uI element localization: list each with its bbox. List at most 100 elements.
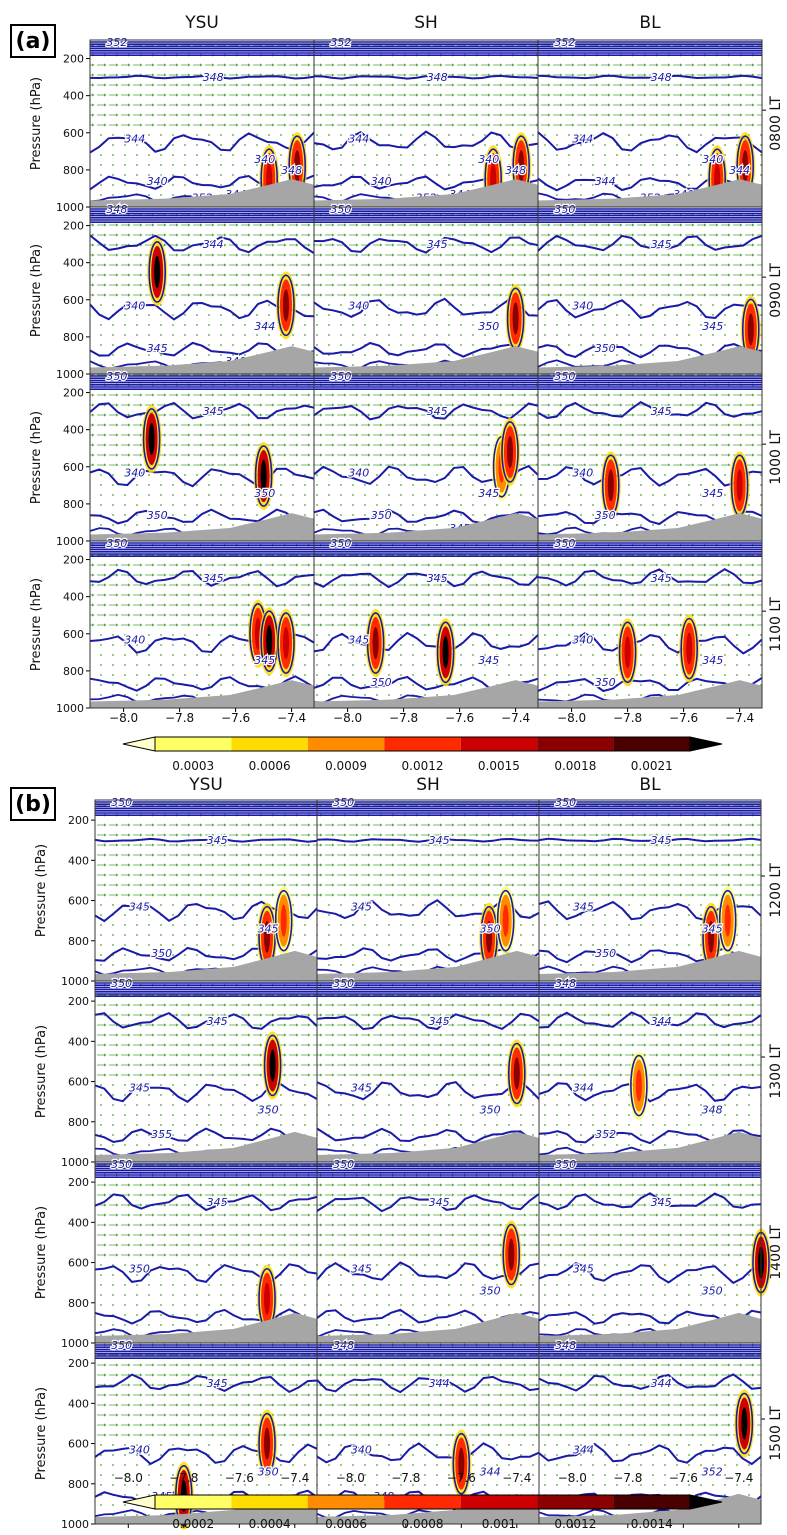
subplot-sh-0: 352348344340340344348352: [313, 35, 539, 214]
isentrope-contour: [316, 837, 540, 843]
wind-vectors-upper: [95, 1162, 317, 1262]
isentrope-contour: [313, 341, 539, 359]
subplot-sh-2: 350 345 345 350: [316, 1157, 540, 1344]
contour-label: 345: [429, 1015, 450, 1028]
isentrope-contour: [630, 1054, 648, 1117]
subplot-sh-1: 350 345 340 350: [313, 202, 539, 375]
isentrope-contour: [537, 401, 763, 419]
isentrope-contour: [502, 1223, 521, 1286]
isentrope-contour: [496, 889, 515, 952]
contour-label: 350: [480, 1104, 501, 1117]
contour-label: 345: [348, 633, 369, 646]
colorbar-segment: [384, 737, 461, 751]
contour-label: 344: [573, 1444, 594, 1457]
time-label: 1000 LT: [768, 430, 784, 485]
contour-label: 350: [330, 537, 351, 550]
contour-label: 348: [281, 164, 302, 177]
isentrope-contour: [94, 1127, 318, 1144]
colorbar-segment: [307, 1495, 385, 1509]
contour-label: 345: [207, 1196, 228, 1209]
isentrope-contour: [538, 1442, 762, 1466]
mixing-ratio-peak: [518, 150, 525, 183]
y-tick-label: 800: [63, 331, 84, 344]
mixing-ratio-peak: [154, 255, 161, 288]
colorbar-segment: [460, 1495, 538, 1509]
colorbar-segment: [613, 1495, 690, 1509]
isentrope-contour: [537, 466, 763, 487]
wind-vectors-upper: [317, 1343, 539, 1443]
contour-label: 352: [595, 1128, 616, 1141]
wind-vectors-upper: [317, 800, 539, 900]
isentrope-contour: [94, 1263, 318, 1284]
colorbar-segment: [231, 1495, 308, 1509]
y-tick-label: 400: [63, 424, 84, 437]
colorbar-segment: [537, 737, 614, 751]
isentrope-contour: [316, 1012, 540, 1031]
contour-label: 345: [351, 901, 372, 914]
x-tick-label: −7.6: [225, 1471, 254, 1485]
y-tick-label: 1000: [56, 535, 84, 548]
contour-label: 350: [478, 320, 499, 333]
subplot-bl-2: 350 345 345 350: [538, 1157, 771, 1344]
contour-label: 352: [702, 1466, 723, 1479]
terrain: [90, 513, 314, 541]
x-tick-label: −7.6: [669, 1471, 698, 1485]
contour-label: 344: [429, 1377, 450, 1390]
colorbar-segment: [307, 737, 385, 751]
contour-label: 345: [478, 487, 499, 500]
contour-label: 350: [111, 1158, 132, 1171]
terrain: [95, 1493, 317, 1524]
panel-0: YSU SH BL Pressure (hPa) 200 400 600 800 1000 080…: [29, 13, 784, 773]
mixing-ratio-peak: [264, 1282, 271, 1315]
subplot-bl-0: 352348344340344340344352: [537, 35, 763, 214]
wind-vectors-upper: [539, 800, 761, 900]
contour-label: 345: [427, 405, 448, 418]
isentrope-contour: [94, 837, 318, 843]
isentrope-contour: [277, 612, 295, 674]
y-tick-label: 600: [68, 1257, 89, 1270]
column-title-sh: SH: [416, 775, 440, 795]
contour-label: 340: [124, 466, 145, 479]
subplot-ysu-2: 350 345 340 350 350: [89, 369, 315, 542]
isentrope-contour: [537, 568, 763, 587]
isentrope-contour: [601, 454, 620, 517]
contour-label: 350: [151, 947, 172, 960]
contour-label: 345: [207, 1377, 228, 1390]
y-tick-label: 400: [63, 90, 84, 103]
contour-label: 348: [555, 1339, 576, 1352]
mixing-ratio-peak: [724, 904, 731, 937]
contour-label: 344: [124, 132, 145, 145]
x-tick-label: −7.6: [669, 711, 698, 725]
y-tick-label: 800: [68, 1297, 89, 1310]
isentrope-contour: [263, 1034, 282, 1097]
contour-label: 348: [333, 1339, 354, 1352]
y-tick-label: 400: [63, 257, 84, 270]
subplot-bl-2: 350 345 340 345 350: [537, 369, 763, 542]
wind-vectors-upper: [95, 1343, 317, 1443]
colorbar-segment: [537, 1495, 614, 1509]
contour-label: 345: [651, 1196, 672, 1209]
isentrope-contour: [316, 1080, 540, 1101]
mixing-ratio-peak: [502, 904, 509, 937]
colorbar-frame: [154, 1494, 691, 1510]
contour-label: 345: [429, 1196, 450, 1209]
isentrope-contour: [718, 889, 737, 952]
y-tick-label: 600: [68, 895, 89, 908]
colorbar-segment: [231, 737, 308, 751]
isentrope-contour: [313, 508, 539, 525]
contour-label: 350: [147, 509, 168, 522]
y-tick-label: 1000: [56, 368, 84, 381]
contour-label: 348: [505, 164, 526, 177]
y-tick-label: 600: [68, 1438, 89, 1451]
contour-label: 345: [203, 405, 224, 418]
contour-label: 345: [651, 572, 672, 585]
colorbar-extend-high: [689, 736, 723, 752]
isentrope-contour: [313, 74, 539, 80]
panel-tag-a: (a): [10, 24, 56, 58]
subplot-sh-1: 350 345 345 350: [316, 976, 540, 1163]
isentrope-contour: [94, 1443, 318, 1466]
contour-label: 350: [595, 947, 616, 960]
subplot-bl-3: 348 344 344 352 −8.0 −7.8 −7.6 −7.4: [538, 1338, 762, 1528]
y-tick-label: 600: [68, 1076, 89, 1089]
column-title-ysu: YSU: [184, 13, 219, 33]
